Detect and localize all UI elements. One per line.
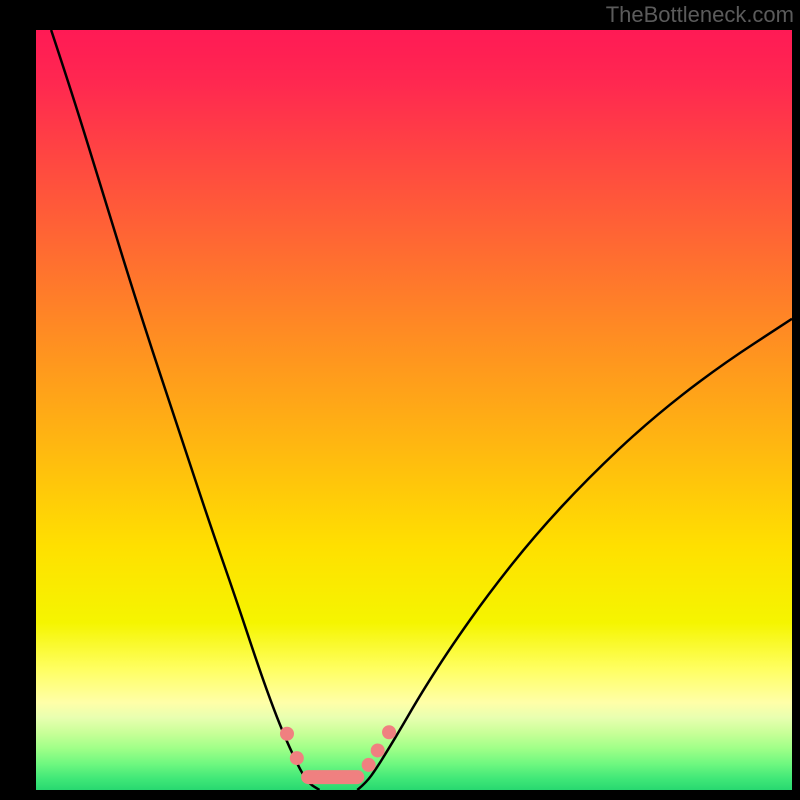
outer-frame: TheBottleneck.com: [0, 0, 800, 800]
watermark-text: TheBottleneck.com: [606, 0, 800, 28]
plot-area: [36, 30, 792, 790]
v-curve-right-leg: [357, 319, 792, 790]
curve-layer: [36, 30, 792, 790]
v-curve-left-leg: [51, 30, 319, 790]
